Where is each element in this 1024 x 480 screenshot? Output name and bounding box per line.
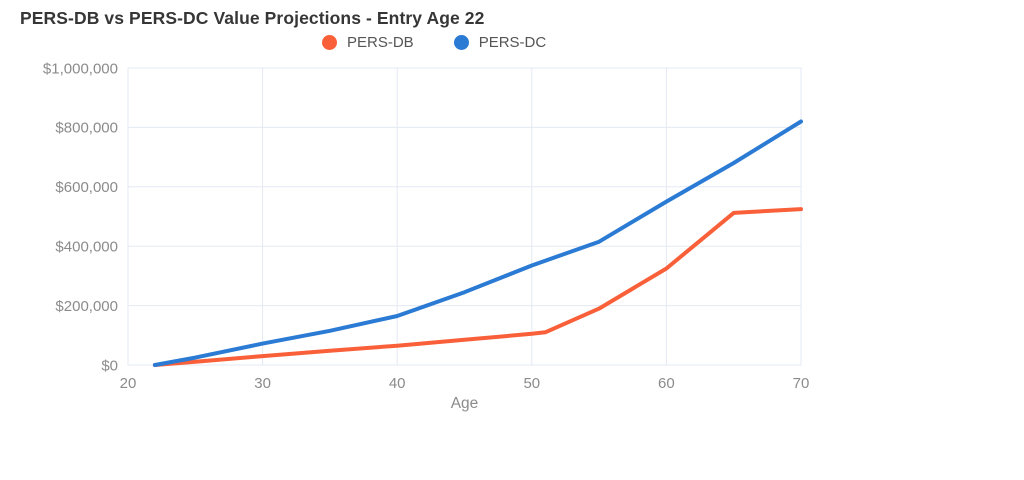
x-tick-label: 40	[389, 375, 406, 392]
x-tick-label: 30	[254, 375, 271, 392]
legend-label-pers-db: PERS-DB	[347, 34, 414, 51]
x-axis-title: Age	[451, 395, 479, 412]
x-tick-label: 20	[120, 375, 137, 392]
series-line-pers-dc	[152, 119, 803, 367]
legend-item-pers-dc[interactable]: PERS-DC	[453, 34, 547, 51]
plot-border	[127, 67, 802, 366]
x-tick-label: 70	[793, 375, 810, 392]
y-tick-label: $200,000	[55, 298, 118, 315]
legend-item-pers-db[interactable]: PERS-DB	[322, 34, 414, 51]
y-tick-label: $600,000	[55, 179, 118, 196]
legend-label-pers-dc: PERS-DC	[478, 34, 547, 51]
pers-db-legend-dot-icon	[322, 35, 337, 50]
series-line-pers-db	[152, 207, 803, 367]
y-tick-label: $1,000,000	[43, 60, 118, 77]
pers-dc-legend-dot-icon	[453, 35, 469, 50]
y-tick-label: $400,000	[55, 238, 118, 255]
y-tick-label: $0	[101, 357, 118, 374]
y-tick-label: $800,000	[55, 120, 118, 137]
chart-legend: PERS-DB PERS-DC	[322, 34, 546, 51]
chart-title: PERS-DB vs PERS-DC Value Projections - E…	[20, 8, 485, 28]
x-tick-label: 50	[523, 375, 540, 392]
x-tick-label: 60	[658, 375, 675, 392]
